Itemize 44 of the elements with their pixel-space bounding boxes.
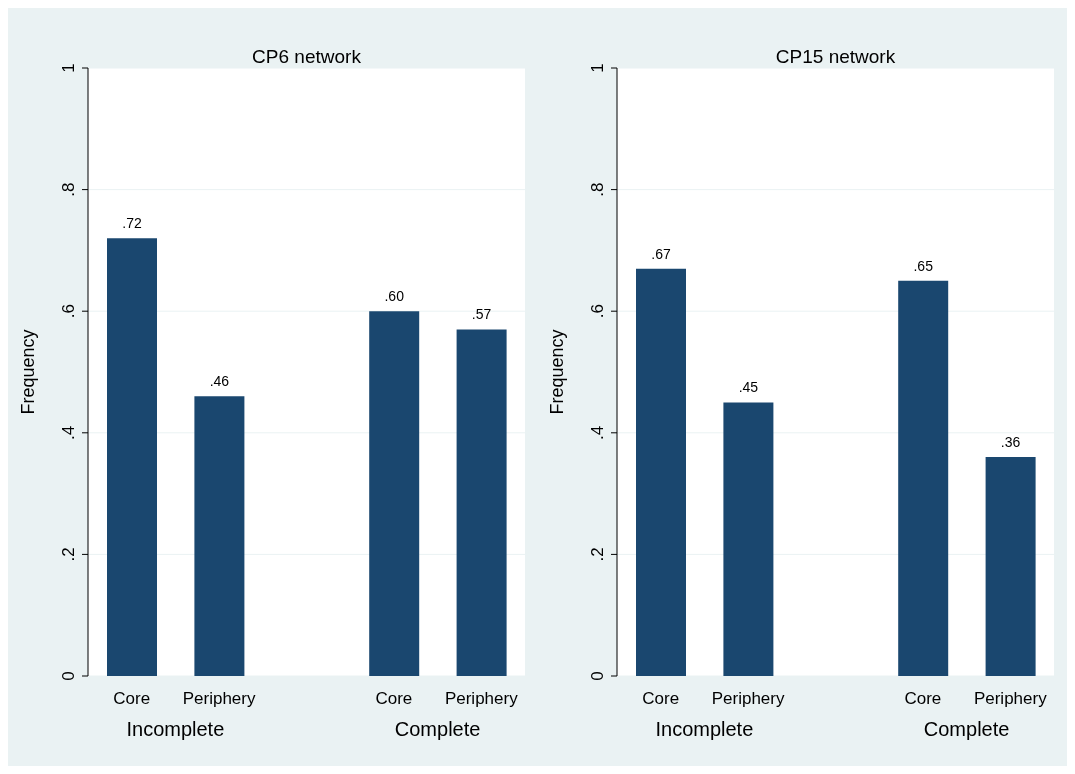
y-tick-label: 1 — [588, 63, 607, 73]
y-tick-label: 1 — [59, 63, 78, 73]
text: Complete — [393, 718, 482, 741]
text: Complete — [922, 718, 1011, 741]
bar — [723, 402, 774, 676]
chart-title: CP15 network — [774, 46, 897, 68]
x-tick-label: Core — [113, 689, 151, 708]
bar — [898, 280, 949, 676]
bar — [456, 329, 507, 676]
y-tick-label: 0 — [59, 671, 78, 681]
y-tick-label: .6 — [588, 304, 607, 319]
x-tick-label: Periphery — [444, 689, 519, 708]
data-label: .67 — [651, 245, 671, 262]
y-tick-label: .2 — [59, 547, 78, 562]
data-label: .65 — [913, 257, 934, 274]
bar — [985, 457, 1036, 676]
data-label: .57 — [471, 306, 492, 323]
x-tick-label: Periphery — [182, 689, 256, 708]
x-tick-label: Periphery — [711, 689, 785, 708]
data-label: .36 — [1000, 434, 1021, 451]
x-tick-label: Core — [642, 689, 680, 708]
y-tick-label: .4 — [588, 425, 607, 440]
bar — [107, 238, 157, 676]
y-tick-label: .8 — [59, 182, 78, 197]
text: Incomplete — [125, 718, 226, 741]
chart-title: CP6 network — [251, 46, 362, 68]
data-label: .45 — [738, 379, 759, 396]
text: Incomplete — [654, 718, 755, 741]
data-label: .46 — [209, 373, 230, 390]
y-tick-label: .8 — [588, 182, 607, 197]
y-tick-label: 0 — [588, 671, 607, 681]
data-label: .60 — [384, 288, 405, 305]
bar — [369, 311, 420, 676]
y-tick-label: .6 — [59, 304, 78, 319]
data-label: .72 — [122, 215, 142, 232]
y-tick-label: .4 — [59, 425, 78, 440]
y-axis-title: Frequency — [18, 329, 39, 415]
x-tick-label: Periphery — [973, 689, 1048, 708]
bar — [636, 268, 686, 676]
y-axis-title: Frequency — [547, 329, 568, 415]
x-tick-label: Core — [904, 689, 942, 708]
y-tick-label: .2 — [588, 547, 607, 562]
x-tick-label: Core — [375, 689, 413, 708]
bar — [194, 396, 245, 676]
